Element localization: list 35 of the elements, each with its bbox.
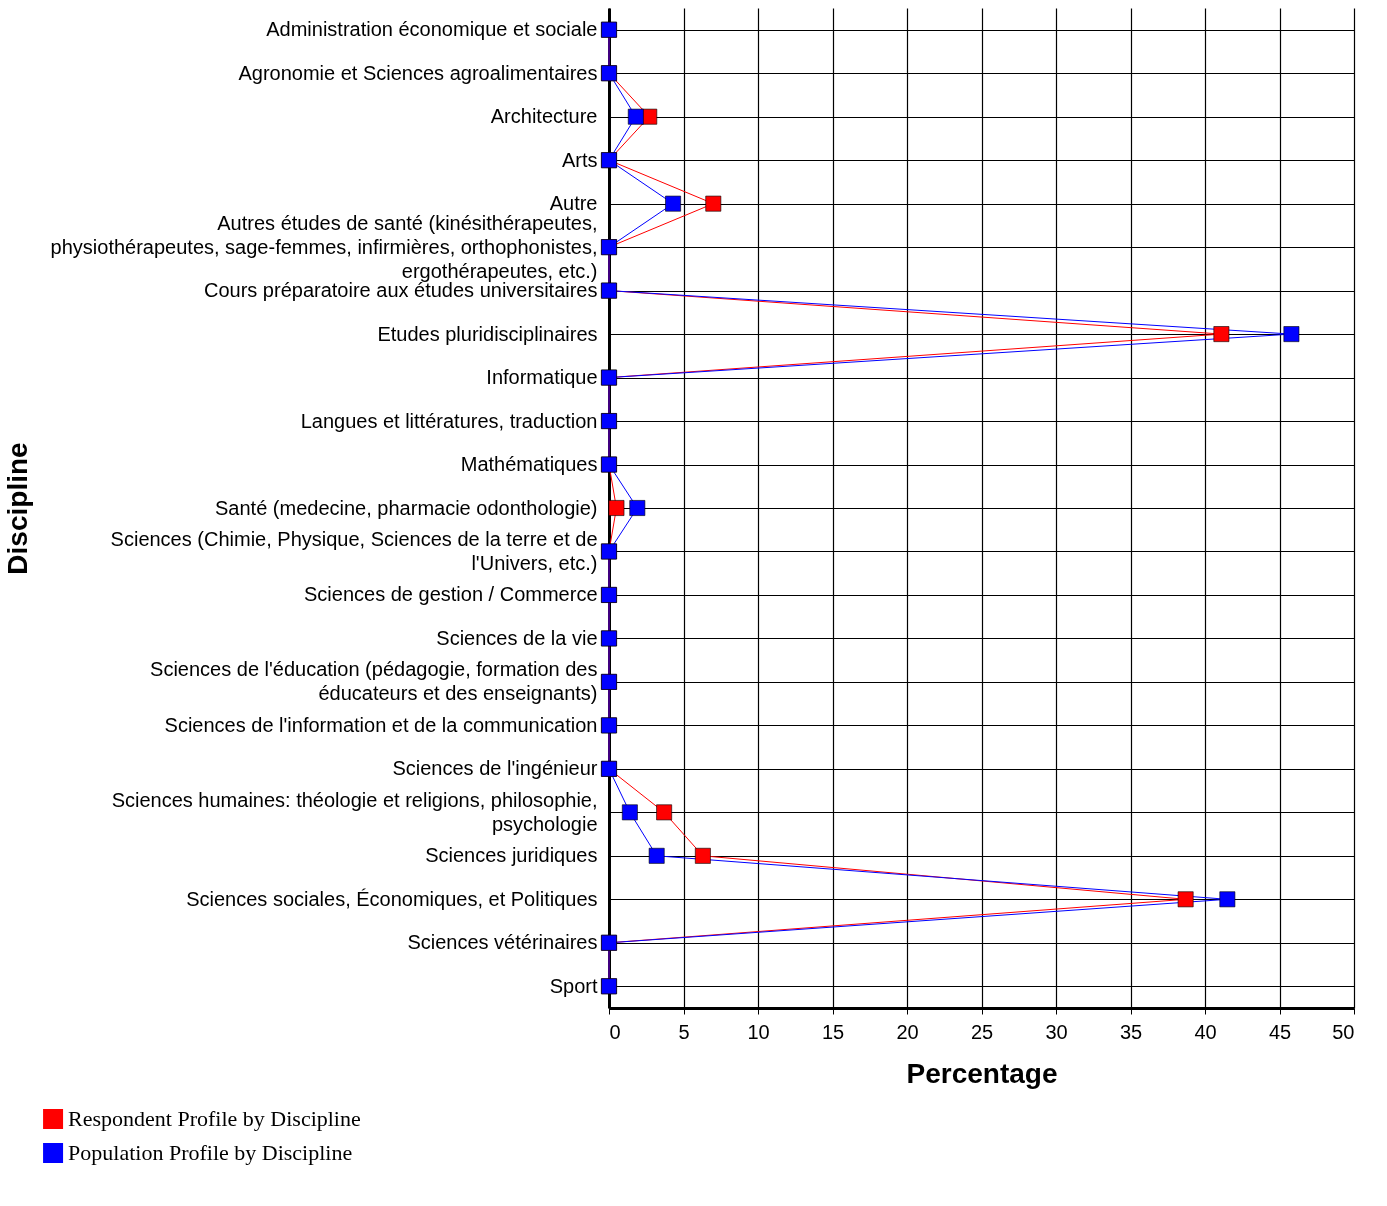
y-tick-label: Sciences de l'ingénieur xyxy=(392,757,598,780)
y-tick-label: Sciences de gestion / Commerce xyxy=(304,583,598,606)
y-tick-label: Arts xyxy=(561,148,598,171)
y-tick-label: Sciences de l'éducation (pédagogie, formation des éducateurs et des enseignants) xyxy=(150,658,598,705)
y-tick-label: Santé (medecine, pharmacie odonthologie) xyxy=(215,496,598,519)
y-tick-label: Sciences (Chimie, Physique, Sciences de la terre et de l'Univers, etc.) xyxy=(110,527,598,574)
y-tick-label: Administration économique et sociale xyxy=(266,18,598,41)
y-tick-label: Sciences vétérinaires xyxy=(407,931,598,954)
y-tick-label: Langues et littératures, traduction xyxy=(300,409,598,432)
y-tick-label: Sciences de la vie xyxy=(436,626,598,649)
x-tick-label: 0 xyxy=(609,1020,621,1043)
x-tick-label: 40 xyxy=(1194,1020,1217,1043)
legend-label: Respondent Profile by Discipline xyxy=(68,1106,361,1131)
y-tick-label: Sciences de l'information et de la communication xyxy=(164,713,598,736)
x-tick-label: 10 xyxy=(747,1020,770,1043)
legend-label: Population Profile by Discipline xyxy=(68,1140,353,1165)
x-tick-label: 50 xyxy=(1332,1020,1355,1043)
x-tick-label: 15 xyxy=(821,1020,845,1043)
x-tick-label: 30 xyxy=(1045,1020,1068,1043)
y-tick-label: Etudes pluridisciplinaires xyxy=(377,322,598,345)
y-tick-label: Sciences juridiques xyxy=(425,844,598,867)
x-tick-label: 35 xyxy=(1119,1020,1143,1043)
y-tick-label: Sciences sociales, Économiques, et Politiques xyxy=(186,887,598,910)
y-axis-title: Discipline xyxy=(1,442,33,575)
y-tick-label: Agronomie et Sciences agroalimentaires xyxy=(238,61,598,84)
x-tick-label: 25 xyxy=(970,1020,994,1043)
y-tick-label: Architecture xyxy=(490,105,598,128)
y-tick-label: Sciences humaines: théologie et religions, philosophie, psychologie xyxy=(111,788,598,835)
x-tick-label: 45 xyxy=(1268,1020,1292,1043)
y-tick-label: Mathématiques xyxy=(460,453,598,476)
y-tick-label: Sport xyxy=(549,974,598,997)
x-tick-label: 5 xyxy=(678,1020,690,1043)
x-tick-label: 20 xyxy=(896,1020,919,1043)
x-axis-title: Percentage xyxy=(906,1057,1058,1089)
y-tick-label: Informatique xyxy=(486,366,598,389)
